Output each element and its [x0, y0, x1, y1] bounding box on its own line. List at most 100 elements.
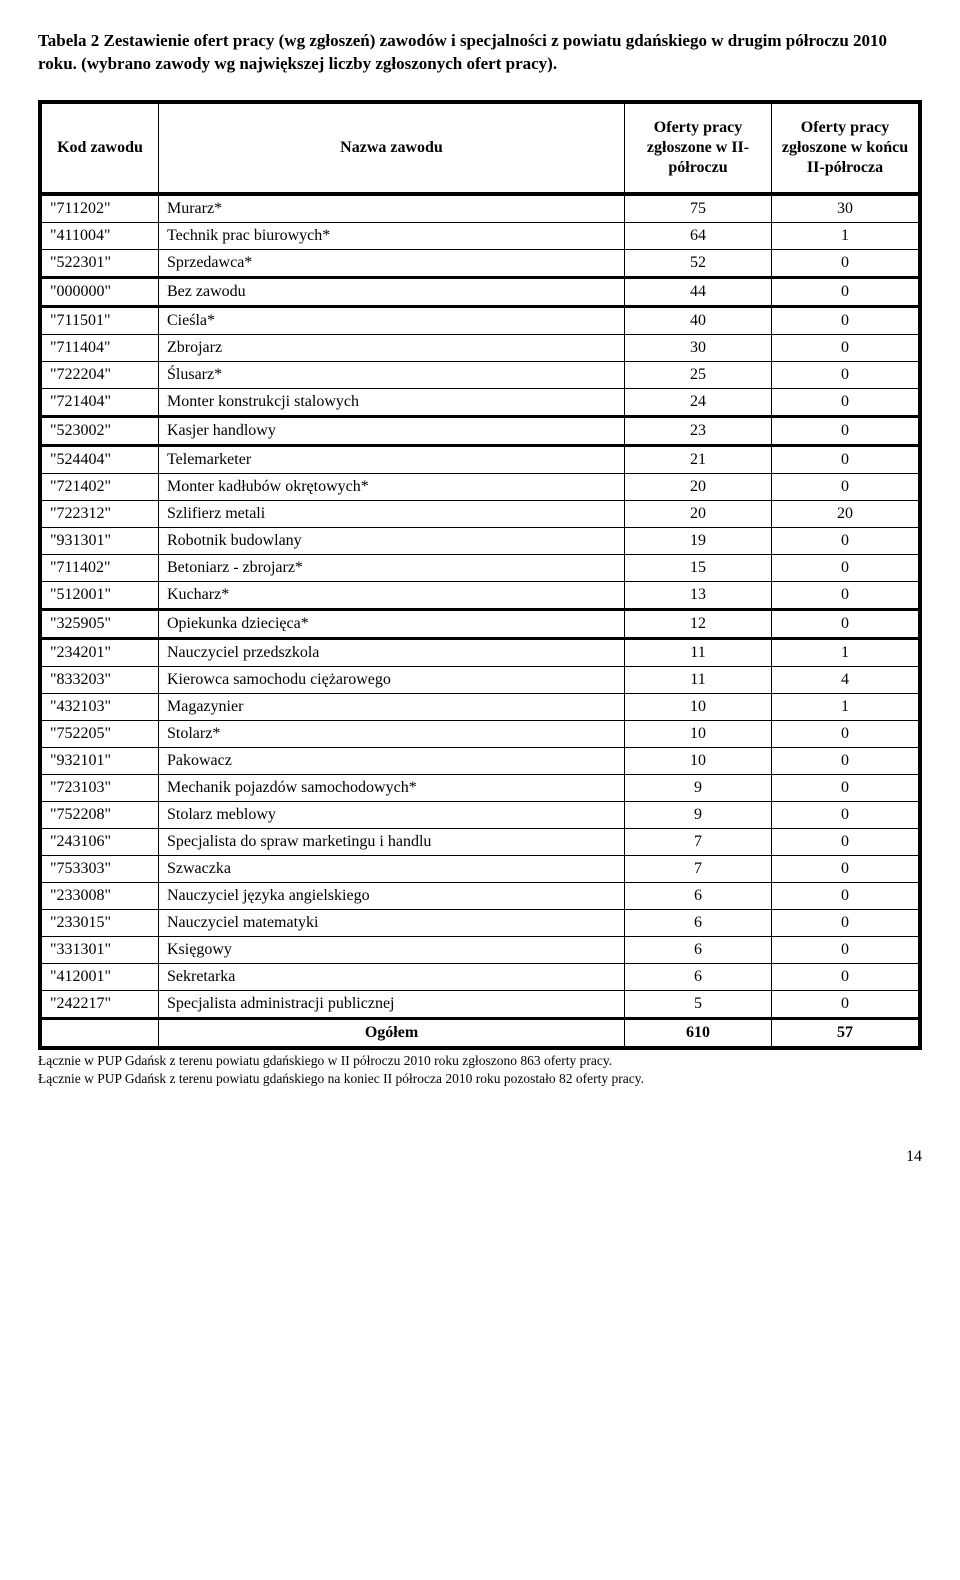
- cell-total-v2: 57: [772, 1018, 921, 1048]
- table-row: "523002"Kasjer handlowy230: [40, 416, 920, 445]
- cell-code: [40, 1018, 159, 1048]
- cell-v2: 0: [772, 909, 921, 936]
- cell-name: Specjalista administracji publicznej: [159, 990, 625, 1018]
- cell-v2: 0: [772, 581, 921, 609]
- cell-v2: 0: [772, 527, 921, 554]
- cell-v1: 6: [625, 909, 772, 936]
- table-row: "711501"Cieśla*400: [40, 306, 920, 334]
- cell-v1: 7: [625, 855, 772, 882]
- table-row: "931301"Robotnik budowlany190: [40, 527, 920, 554]
- cell-v2: 0: [772, 747, 921, 774]
- cell-code: "233015": [40, 909, 159, 936]
- cell-v2: 0: [772, 445, 921, 473]
- cell-code: "331301": [40, 936, 159, 963]
- cell-v2: 0: [772, 361, 921, 388]
- cell-code: "753303": [40, 855, 159, 882]
- col-name: Nazwa zawodu: [159, 102, 625, 194]
- cell-v1: 10: [625, 720, 772, 747]
- cell-code: "723103": [40, 774, 159, 801]
- cell-name: Pakowacz: [159, 747, 625, 774]
- table-row: "432103"Magazynier101: [40, 693, 920, 720]
- cell-v1: 5: [625, 990, 772, 1018]
- table-row: "721402"Monter kadłubów okrętowych*200: [40, 473, 920, 500]
- table-row: "833203"Kierowca samochodu ciężarowego11…: [40, 666, 920, 693]
- cell-name: Cieśla*: [159, 306, 625, 334]
- cell-v2: 0: [772, 801, 921, 828]
- cell-v1: 20: [625, 473, 772, 500]
- table-row: "233015"Nauczyciel matematyki60: [40, 909, 920, 936]
- cell-v1: 10: [625, 693, 772, 720]
- table-row: "711202"Murarz*7530: [40, 194, 920, 223]
- cell-code: "524404": [40, 445, 159, 473]
- table-row: "000000"Bez zawodu440: [40, 277, 920, 306]
- cell-name: Betoniarz - zbrojarz*: [159, 554, 625, 581]
- table-row: "723103"Mechanik pojazdów samochodowych*…: [40, 774, 920, 801]
- footnote-line: Łącznie w PUP Gdańsk z terenu powiatu gd…: [38, 1052, 922, 1070]
- cell-v1: 11: [625, 666, 772, 693]
- cell-code: "523002": [40, 416, 159, 445]
- cell-name: Sprzedawca*: [159, 249, 625, 277]
- cell-v2: 0: [772, 334, 921, 361]
- cell-v2: 20: [772, 500, 921, 527]
- cell-v2: 0: [772, 416, 921, 445]
- table-row: "242217"Specjalista administracji public…: [40, 990, 920, 1018]
- cell-v1: 40: [625, 306, 772, 334]
- cell-v1: 44: [625, 277, 772, 306]
- cell-name: Stolarz meblowy: [159, 801, 625, 828]
- cell-name: Kucharz*: [159, 581, 625, 609]
- cell-code: "722204": [40, 361, 159, 388]
- cell-v2: 0: [772, 936, 921, 963]
- cell-v2: 30: [772, 194, 921, 223]
- table-row: "512001"Kucharz*130: [40, 581, 920, 609]
- cell-v1: 6: [625, 963, 772, 990]
- table-row: "722312"Szlifierz metali2020: [40, 500, 920, 527]
- cell-name: Ślusarz*: [159, 361, 625, 388]
- table-row: "932101"Pakowacz100: [40, 747, 920, 774]
- cell-code: "242217": [40, 990, 159, 1018]
- cell-name: Księgowy: [159, 936, 625, 963]
- cell-v2: 0: [772, 828, 921, 855]
- cell-code: "711202": [40, 194, 159, 223]
- table-row: "721404"Monter konstrukcji stalowych240: [40, 388, 920, 416]
- cell-name: Telemarketer: [159, 445, 625, 473]
- cell-name: Robotnik budowlany: [159, 527, 625, 554]
- cell-total-label: Ogółem: [159, 1018, 625, 1048]
- cell-v1: 52: [625, 249, 772, 277]
- cell-v2: 1: [772, 222, 921, 249]
- cell-v1: 13: [625, 581, 772, 609]
- cell-name: Szwaczka: [159, 855, 625, 882]
- cell-name: Szlifierz metali: [159, 500, 625, 527]
- cell-code: "932101": [40, 747, 159, 774]
- cell-v2: 1: [772, 693, 921, 720]
- cell-v2: 0: [772, 306, 921, 334]
- cell-v2: 0: [772, 388, 921, 416]
- cell-v1: 24: [625, 388, 772, 416]
- table-row: "711402"Betoniarz - zbrojarz*150: [40, 554, 920, 581]
- cell-name: Nauczyciel przedszkola: [159, 638, 625, 666]
- table-row: "233008"Nauczyciel języka angielskiego60: [40, 882, 920, 909]
- cell-v1: 21: [625, 445, 772, 473]
- table-row: "752205"Stolarz*100: [40, 720, 920, 747]
- cell-name: Monter konstrukcji stalowych: [159, 388, 625, 416]
- table-row: "522301"Sprzedawca*520: [40, 249, 920, 277]
- table-row: "524404"Telemarketer210: [40, 445, 920, 473]
- cell-code: "721404": [40, 388, 159, 416]
- page-title: Tabela 2 Zestawienie ofert pracy (wg zgł…: [38, 30, 922, 76]
- cell-name: Stolarz*: [159, 720, 625, 747]
- cell-name: Specjalista do spraw marketingu i handlu: [159, 828, 625, 855]
- table-row: "412001"Sekretarka60: [40, 963, 920, 990]
- cell-code: "711404": [40, 334, 159, 361]
- page-number: 14: [38, 1148, 922, 1166]
- table-row: "411004"Technik prac biurowych*641: [40, 222, 920, 249]
- cell-v1: 6: [625, 936, 772, 963]
- cell-code: "412001": [40, 963, 159, 990]
- cell-code: "243106": [40, 828, 159, 855]
- cell-name: Technik prac biurowych*: [159, 222, 625, 249]
- cell-code: "512001": [40, 581, 159, 609]
- table-row: "243106"Specjalista do spraw marketingu …: [40, 828, 920, 855]
- cell-name: Opiekunka dziecięca*: [159, 609, 625, 638]
- cell-code: "233008": [40, 882, 159, 909]
- cell-v1: 12: [625, 609, 772, 638]
- cell-v1: 25: [625, 361, 772, 388]
- table-row: "331301"Księgowy60: [40, 936, 920, 963]
